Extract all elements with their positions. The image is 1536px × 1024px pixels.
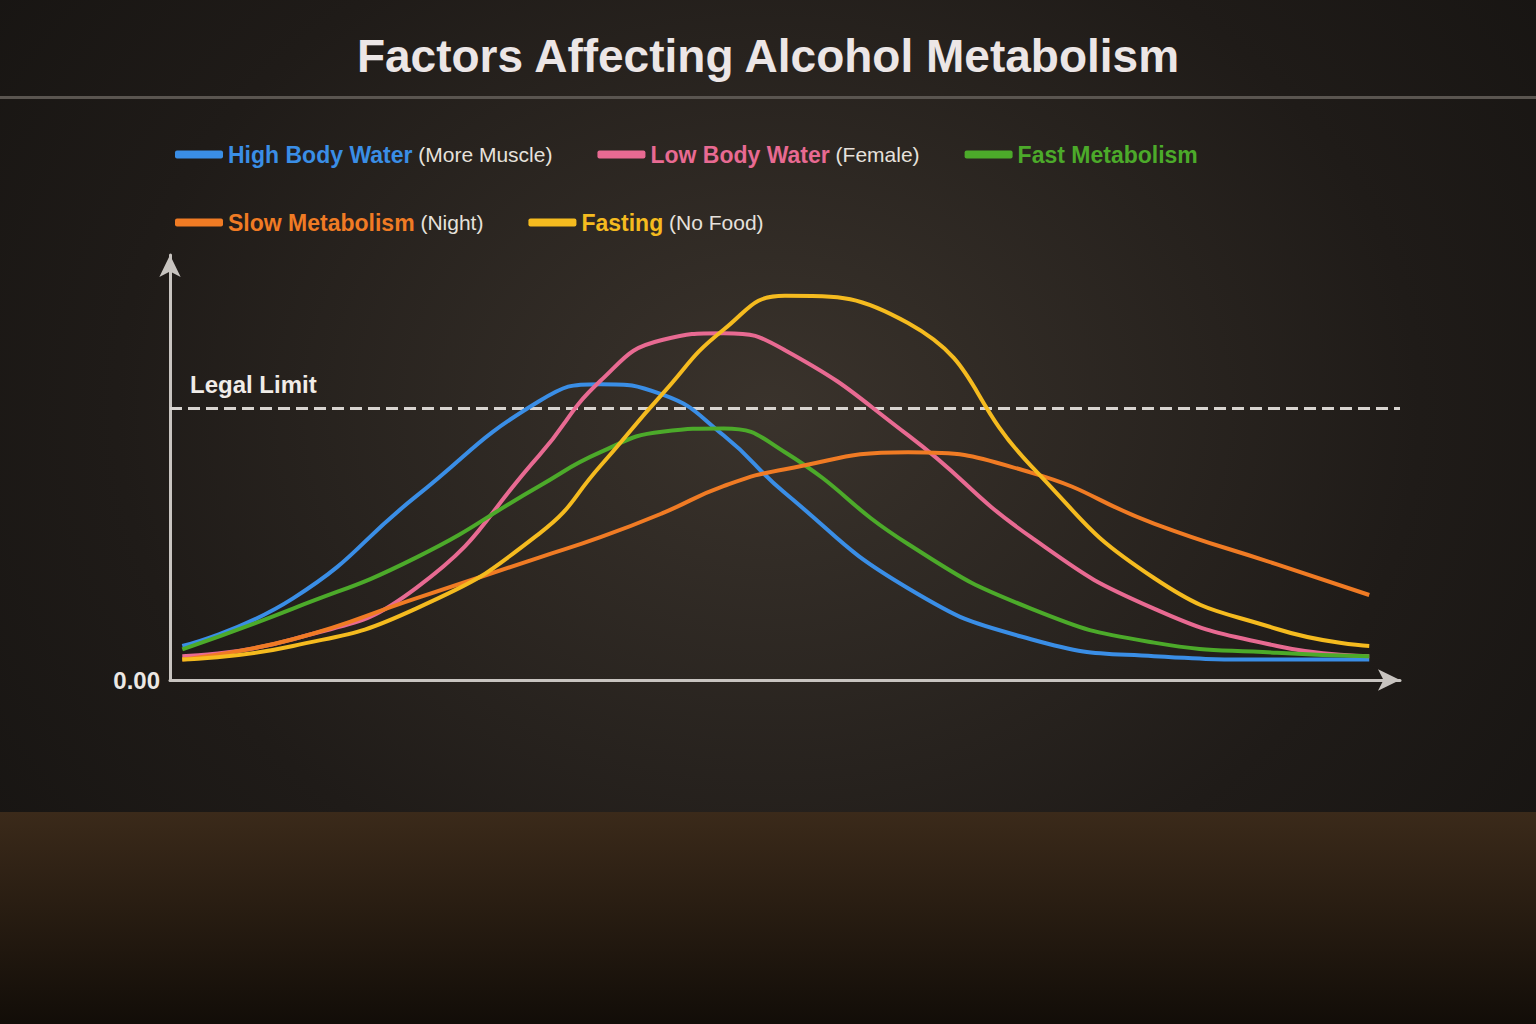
svg-text:Fast Metabolism: Fast Metabolism [1018,142,1198,168]
svg-text:0.00: 0.00 [113,667,160,694]
svg-text:Low Body Water: Low Body Water [650,142,829,168]
svg-text:Fasting: Fasting [581,210,663,236]
svg-text:High Body Water: High Body Water [228,142,412,168]
svg-text:(Night): (Night) [415,211,484,234]
svg-text:Factors Affecting Alcohol Meta: Factors Affecting Alcohol Metabolism [357,30,1179,82]
svg-text:(More Muscle): (More Muscle) [412,143,552,166]
svg-text:Legal Limit: Legal Limit [190,371,317,398]
svg-text:(No Food): (No Food) [663,211,763,234]
svg-text:(Female): (Female) [830,143,920,166]
svg-text:Slow Metabolism: Slow Metabolism [228,210,415,236]
